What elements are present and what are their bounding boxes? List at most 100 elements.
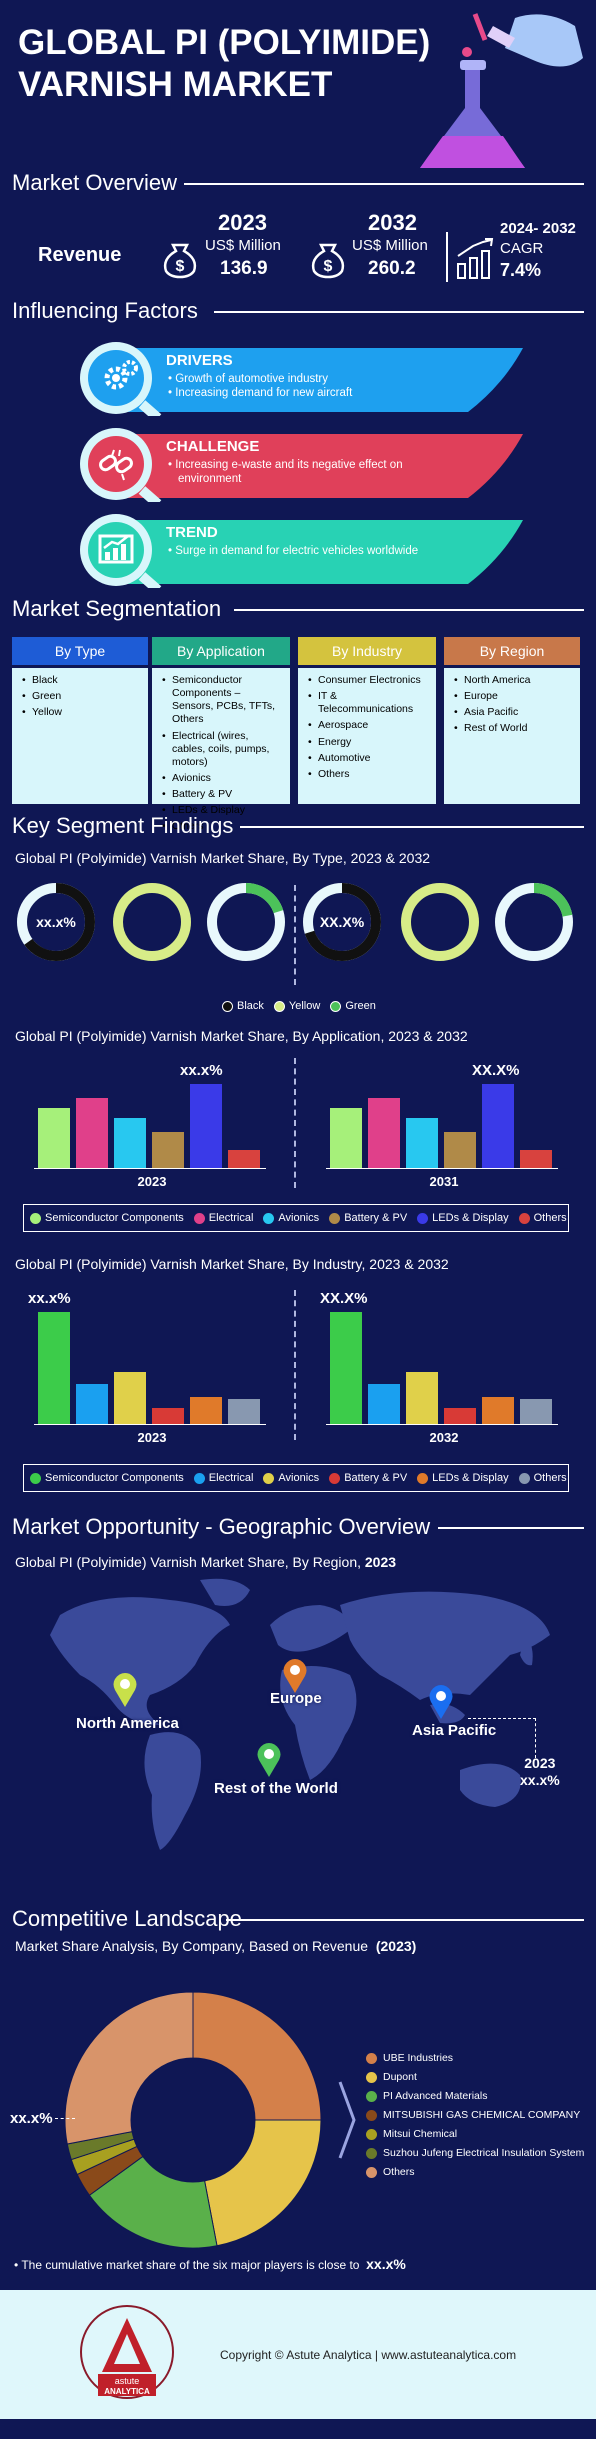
legend-label: Electrical	[208, 1472, 254, 1484]
legend-swatch	[366, 2052, 377, 2064]
legend-item: Battery & PV	[329, 1212, 407, 1224]
title-line-1: GLOBAL PI (POLYIMIDE)	[18, 23, 431, 62]
region-label: Asia Pacific	[412, 1722, 497, 1739]
region-label: North America	[76, 1715, 179, 1732]
segment-item: Others	[308, 768, 430, 781]
bar-electrical	[368, 1098, 400, 1168]
legend-label: MITSUBISHI GAS CHEMICAL COMPANY	[383, 2109, 581, 2121]
industry-divider	[294, 1290, 296, 1440]
bar-leds-display	[482, 1397, 514, 1424]
landscape-subtitle-year: (2023)	[375, 1938, 417, 1954]
factors-title: Influencing Factors	[12, 298, 198, 323]
segment-item: North America	[454, 674, 574, 687]
money-bag-icon: $	[163, 243, 197, 279]
factor-banner	[80, 342, 523, 416]
legend-label: Semiconductor Components	[45, 1212, 184, 1224]
geo-callout-year: 2023	[524, 1755, 556, 1771]
asia-callout-line	[468, 1718, 536, 1758]
type-donut	[113, 883, 191, 961]
donut-callout-line	[55, 2118, 75, 2119]
bar-semiconductor-components	[330, 1312, 362, 1424]
logo-name-2: ANALYTICA	[104, 2387, 150, 2396]
legend-label: Others	[533, 1472, 567, 1484]
factor-points: • Increasing e-waste and its negative ef…	[166, 458, 456, 486]
legend-swatch	[273, 1000, 285, 1012]
segment-item: IT & Telecommunications	[308, 690, 430, 716]
segment-list-0: Black Green Yellow	[12, 668, 148, 804]
legend-item: Others	[518, 1212, 567, 1224]
landscape-subtitle: Market Share Analysis, By Company, Based…	[15, 1938, 416, 1954]
report-title: GLOBAL PI (POLYIMIDE) VARNISH MARKET	[18, 22, 430, 106]
legend-label: Green	[345, 1000, 376, 1012]
geo-title: Market Opportunity - Geographic Overview	[12, 1514, 431, 1539]
broken-chain-icon	[99, 449, 133, 481]
value-2023: 136.9	[220, 258, 268, 279]
baseline	[34, 1424, 266, 1425]
segment-list-1: Semiconductor Components – Sensors, PCBs…	[152, 668, 290, 834]
region-label: Europe	[270, 1690, 322, 1707]
factor-name: CHALLENGE	[166, 438, 260, 455]
legend-item: Others	[518, 1472, 567, 1484]
legend-swatch	[518, 1472, 530, 1484]
segment-head-0: By Type	[12, 637, 148, 665]
segment-item: Automotive	[308, 752, 430, 765]
legend-item: Electrical	[193, 1472, 254, 1484]
legend-swatch	[366, 2109, 377, 2121]
value-2032: 260.2	[368, 258, 416, 279]
landscape-title: Competitive Landscape	[12, 1906, 242, 1931]
segment-item: Europe	[454, 690, 574, 703]
legend-swatch	[193, 1472, 205, 1484]
legend-swatch	[263, 1472, 275, 1484]
segment-head-3: By Region	[444, 637, 580, 665]
legend-item: Semiconductor Components	[30, 1472, 184, 1484]
findings-title: Key Segment Findings	[12, 813, 234, 838]
legend-item: Others	[366, 2166, 584, 2178]
factors-rule	[214, 311, 584, 313]
bar-electrical	[76, 1383, 108, 1424]
legend-swatch	[417, 1472, 429, 1484]
factor-point: • Growth of automotive industry	[168, 373, 328, 385]
region-label: Rest of the World	[214, 1780, 338, 1797]
donut-segment	[207, 883, 285, 961]
segment-item: Avionics	[162, 772, 284, 785]
overview-title: Market Overview	[12, 170, 178, 195]
legend-item: Semiconductor Components	[30, 1212, 184, 1224]
pointer-arrow-icon	[338, 2081, 356, 2159]
footer: astute ANALYTICA Copyright © Astute Anal…	[0, 2290, 596, 2419]
legend-label: Suzhou Jufeng Electrical Insulation Syst…	[383, 2147, 585, 2159]
year-label: 2023	[137, 1430, 167, 1445]
bar-others	[228, 1150, 260, 1168]
geo-callout: 2023 xx.x%	[520, 1755, 560, 1789]
year-label: 2023	[137, 1174, 167, 1189]
segment-list-2: Consumer Electronics IT & Telecommunicati…	[298, 668, 436, 804]
legend-item: Avionics	[263, 1212, 319, 1224]
legend-label: Yellow	[288, 1000, 321, 1012]
factor-name: TREND	[166, 524, 218, 541]
company-share-donut	[64, 1991, 322, 2249]
money-bag-icon: $	[311, 243, 345, 279]
segment-item: Others	[162, 820, 284, 833]
legend-item: MITSUBISHI GAS CHEMICAL COMPANY	[366, 2109, 584, 2121]
legend-swatch	[366, 2071, 377, 2083]
legend-swatch	[330, 1000, 342, 1012]
legend-item: Suzhou Jufeng Electrical Insulation Syst…	[366, 2147, 584, 2159]
factor-points: • Surge in demand for electric vehicles …	[166, 544, 456, 558]
bar-value-label: xx.x%	[180, 1062, 223, 1079]
baseline	[34, 1168, 266, 1169]
segment-item: Consumer Electronics	[308, 674, 430, 687]
segment-item: Electrical (wires, cables, coils, pumps,…	[162, 730, 284, 769]
type-legend: Black Yellow Green	[222, 1000, 376, 1012]
legend-label: LEDs & Display	[432, 1472, 509, 1484]
bar-battery-pv	[152, 1408, 184, 1424]
bar-avionics	[114, 1118, 146, 1168]
bar-semiconductor-components	[38, 1108, 70, 1168]
legend-item: Black	[222, 1000, 264, 1012]
map-pin-icon	[429, 1685, 453, 1719]
segment-head-2: By Industry	[298, 637, 436, 665]
cagr-divider	[446, 232, 448, 282]
legend-item: Avionics	[263, 1472, 319, 1484]
geo-subtitle-text: Global PI (Polyimide) Varnish Market Sha…	[15, 1554, 361, 1570]
donut-segment	[17, 883, 95, 961]
segment-item: Green	[22, 690, 142, 703]
legend-swatch	[366, 2090, 377, 2102]
